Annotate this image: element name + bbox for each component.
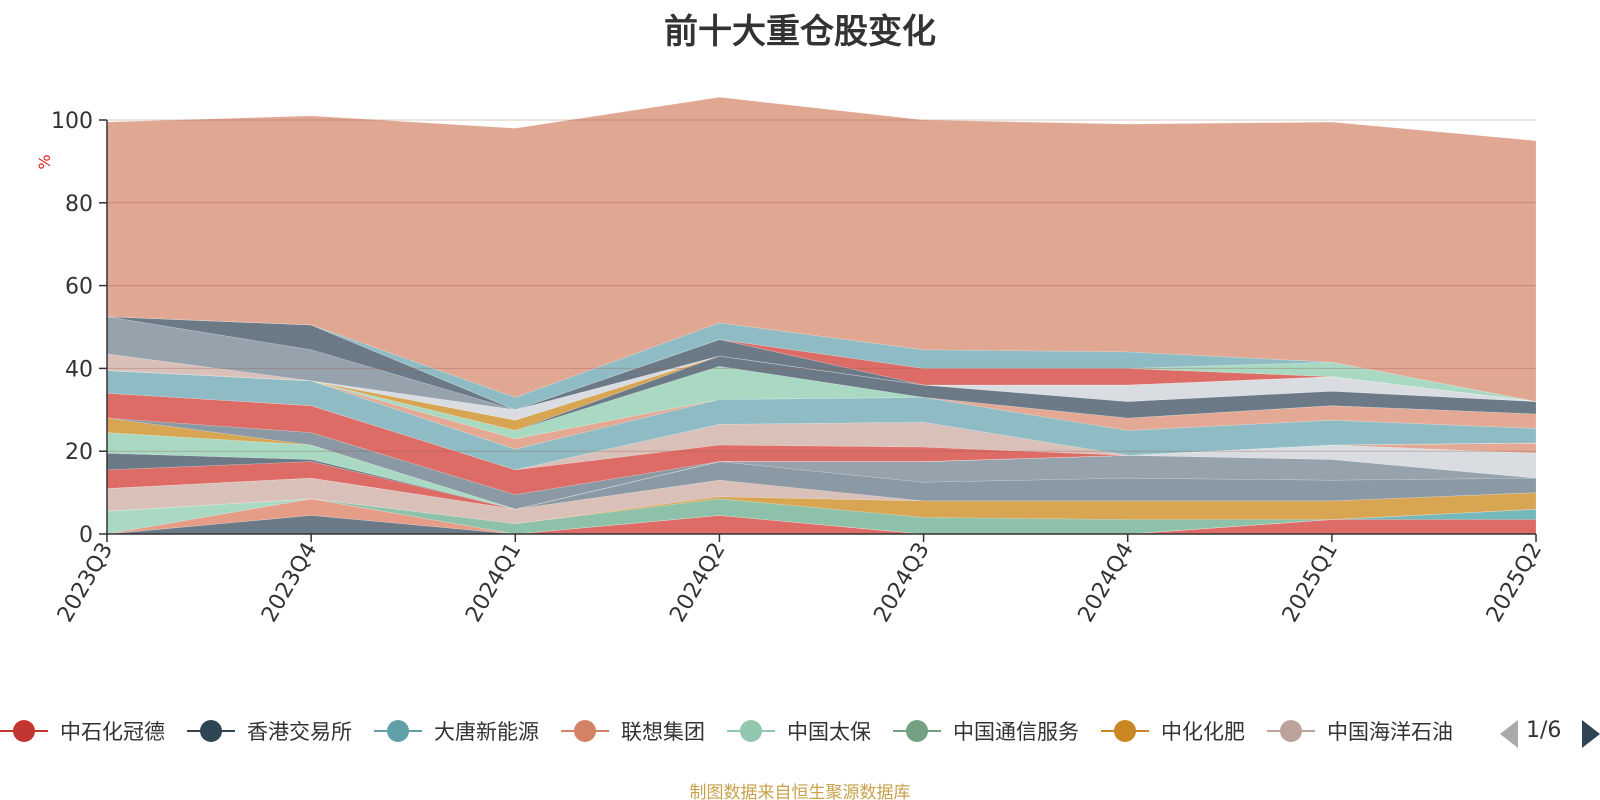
legend-item[interactable]: 中国通信服务 [893, 716, 1079, 746]
x-tick-label: 2024Q3 [869, 539, 934, 627]
area-series-32 [106, 96, 1537, 402]
legend-pager: 1/6 [1500, 716, 1600, 752]
legend-page-indicator: 1/6 [1526, 718, 1562, 743]
source-note: 制图数据来自恒生聚源数据库 [689, 783, 911, 800]
y-tick-label: 20 [65, 440, 93, 465]
legend-item[interactable]: 中国太保 [727, 716, 871, 746]
legend-dot [1280, 720, 1302, 742]
area-series-21 [106, 370, 1537, 450]
legend-label: 中化化肥 [1161, 720, 1245, 744]
legend-dot [740, 720, 762, 742]
y-axis-unit-label: % [35, 154, 54, 169]
stacked-areas [106, 96, 1537, 535]
x-tick-label: 2024Q4 [1074, 539, 1139, 627]
legend-marker-icon [727, 720, 775, 742]
legend-label: 香港交易所 [247, 720, 352, 744]
legend-prev-page-icon[interactable] [1500, 720, 1518, 748]
legend-marker-icon [561, 720, 609, 742]
legend-label: 大唐新能源 [434, 720, 539, 744]
legend-dot [1114, 720, 1136, 742]
legend-item[interactable]: 中化化肥 [1101, 716, 1245, 746]
y-tick-label: 0 [79, 523, 93, 548]
area-series-3 [106, 508, 1537, 535]
x-tick-label: 2025Q1 [1278, 539, 1343, 627]
x-tick-label: 2024Q1 [461, 539, 526, 627]
legend-next-page-icon[interactable] [1582, 720, 1600, 748]
area-series-23 [106, 355, 1537, 431]
legend-marker-icon [1101, 720, 1149, 742]
legend: 中石化冠德 香港交易所 大唐新能源 联想集团 中国太保 中国通信服务 中化化肥 中国海洋石油 [0, 716, 1480, 752]
legend-item[interactable]: 中国海洋石油 [1267, 716, 1453, 746]
legend-marker-icon [0, 720, 48, 742]
x-tick-label: 2024Q2 [665, 539, 730, 627]
x-tick-label: 2023Q4 [257, 539, 322, 627]
y-tick-label: 40 [65, 357, 93, 382]
legend-dot [574, 720, 596, 742]
legend-marker-icon [893, 720, 941, 742]
y-tick-label: 80 [65, 192, 93, 217]
y-tick-label: 100 [51, 109, 93, 134]
legend-label: 联想集团 [621, 720, 705, 744]
area-series-7 [106, 492, 1537, 524]
legend-item[interactable]: 中石化冠德 [0, 716, 165, 746]
area-series-20 [106, 370, 1537, 471]
x-tick-label: 2023Q3 [53, 539, 118, 627]
legend-label: 中石化冠德 [60, 720, 165, 744]
area-series-11 [106, 444, 1537, 510]
legend-label: 中国太保 [787, 720, 871, 744]
chart-title: 前十大重仓股变化 [664, 12, 936, 52]
legend-item[interactable]: 大唐新能源 [374, 716, 539, 746]
legend-dot [906, 720, 928, 742]
legend-label: 中国海洋石油 [1327, 720, 1453, 744]
y-tick-label: 60 [65, 275, 93, 300]
area-series-12 [106, 442, 1537, 510]
area-series-2 [106, 515, 1536, 535]
x-tick-label: 2025Q2 [1482, 539, 1547, 627]
legend-marker-icon [187, 720, 235, 742]
legend-label: 中国通信服务 [953, 720, 1079, 744]
legend-marker-icon [374, 720, 422, 742]
legend-dot [200, 720, 222, 742]
area-series-9 [106, 461, 1537, 510]
legend-item[interactable]: 联想集团 [561, 716, 705, 746]
legend-marker-icon [1267, 720, 1315, 742]
legend-dot [13, 720, 35, 742]
legend-item[interactable]: 香港交易所 [187, 716, 352, 746]
area-series-8 [106, 477, 1537, 524]
legend-dot [387, 720, 409, 742]
